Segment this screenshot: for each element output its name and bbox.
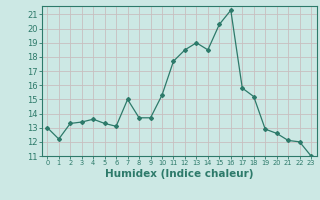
X-axis label: Humidex (Indice chaleur): Humidex (Indice chaleur)	[105, 169, 253, 179]
